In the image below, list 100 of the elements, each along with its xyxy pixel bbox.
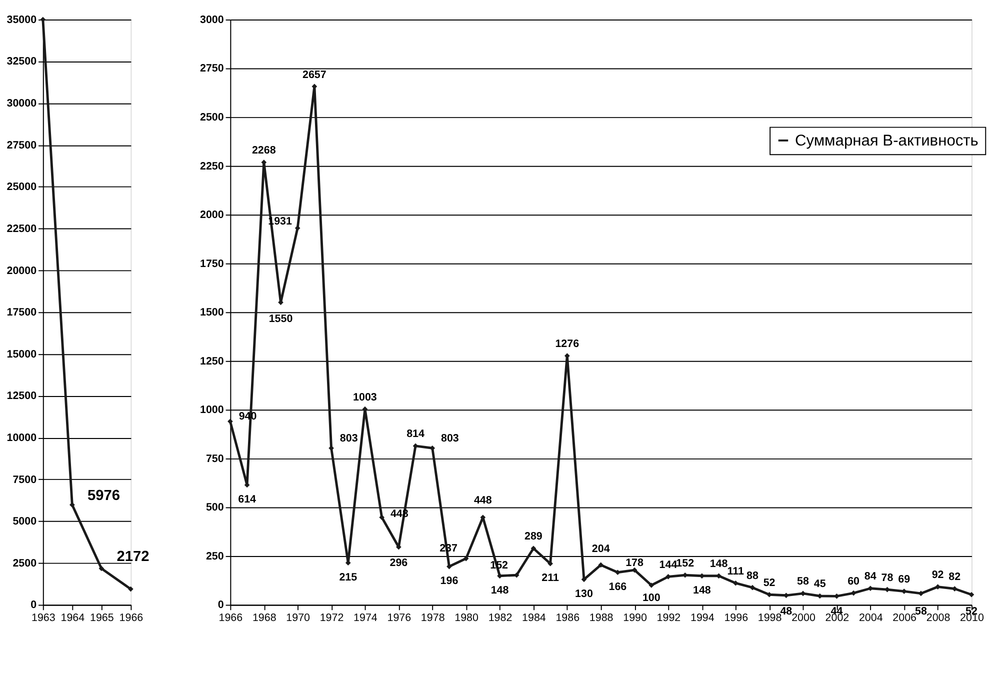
data-label: 215 bbox=[339, 571, 358, 584]
x-tick-label: 1968 bbox=[252, 612, 276, 624]
x-tick-label: 1966 bbox=[218, 612, 243, 624]
y-tick-label: 25000 bbox=[6, 181, 37, 194]
y-tick-label: 1750 bbox=[200, 258, 224, 270]
point bbox=[968, 592, 974, 598]
point bbox=[98, 566, 104, 572]
y-tick-label: 32500 bbox=[6, 56, 37, 68]
point bbox=[918, 590, 924, 596]
x-tick-label: 1990 bbox=[623, 612, 647, 624]
data-label: 58 bbox=[914, 606, 927, 618]
y-tick-label: 22500 bbox=[6, 222, 37, 235]
point bbox=[615, 570, 620, 576]
y-tick-label: 0 bbox=[30, 599, 37, 612]
data-label: 78 bbox=[881, 572, 894, 584]
point bbox=[463, 556, 469, 562]
y-tick-label: 2000 bbox=[200, 209, 224, 222]
point bbox=[228, 418, 233, 424]
data-label: 48 bbox=[780, 606, 792, 618]
data-label: 1276 bbox=[555, 338, 580, 350]
y-tick-label: 30000 bbox=[6, 98, 37, 110]
data-label: 148 bbox=[692, 584, 711, 596]
data-label: 448 bbox=[474, 494, 492, 506]
data-label: 148 bbox=[710, 558, 728, 570]
y-tick-label: 500 bbox=[206, 502, 224, 514]
x-tick-label: 1982 bbox=[488, 612, 512, 624]
y-tick-label: 2500 bbox=[12, 557, 37, 570]
data-label: 2172 bbox=[116, 549, 150, 566]
y-tick-label: 7500 bbox=[12, 474, 37, 486]
y-tick-label: 1000 bbox=[200, 404, 224, 416]
data-label: 196 bbox=[440, 575, 458, 588]
x-tick-label: 1992 bbox=[656, 612, 681, 624]
data-label: 69 bbox=[898, 574, 910, 586]
data-label: 178 bbox=[626, 556, 644, 569]
point bbox=[128, 586, 134, 592]
y-tick-label: 3000 bbox=[200, 14, 224, 26]
data-label: 296 bbox=[390, 556, 408, 569]
data-label: 1003 bbox=[353, 391, 377, 404]
y-tick-label: 15000 bbox=[6, 348, 37, 360]
data-label: 92 bbox=[932, 569, 944, 582]
x-tick-label: 1998 bbox=[758, 612, 782, 624]
y-tick-label: 750 bbox=[206, 452, 224, 465]
y-tick-label: 1250 bbox=[200, 355, 224, 368]
x-tick-label: 1966 bbox=[119, 612, 144, 624]
y-tick-label: 20000 bbox=[6, 264, 37, 277]
data-label: 5976 bbox=[88, 488, 120, 504]
data-label: 130 bbox=[575, 588, 593, 600]
point bbox=[935, 584, 940, 590]
x-tick-label: 1978 bbox=[420, 612, 445, 624]
data-label: 614 bbox=[238, 494, 256, 506]
x-tick-label: 2000 bbox=[792, 612, 816, 624]
x-tick-label: 1986 bbox=[556, 612, 580, 624]
point bbox=[530, 546, 536, 552]
data-label: 45 bbox=[814, 578, 826, 590]
y-tick-label: 2500 bbox=[200, 111, 224, 124]
point bbox=[750, 584, 756, 590]
data-label: 100 bbox=[642, 592, 660, 604]
data-label: 148 bbox=[490, 584, 509, 596]
data-label: 82 bbox=[948, 570, 961, 583]
data-label: 211 bbox=[542, 572, 559, 584]
x-tick-label: 1974 bbox=[354, 612, 378, 624]
data-label: 814 bbox=[406, 428, 424, 440]
point bbox=[598, 562, 604, 568]
x-tick-label: 2004 bbox=[858, 612, 883, 624]
x-tick-label: 1980 bbox=[454, 612, 479, 624]
data-label: 84 bbox=[864, 570, 876, 583]
data-label: 803 bbox=[440, 432, 459, 444]
y-tick-label: 250 bbox=[206, 550, 224, 562]
data-label: 58 bbox=[797, 576, 810, 588]
data-label: 152 bbox=[676, 557, 694, 570]
x-tick-label: 2006 bbox=[892, 612, 917, 624]
x-tick-label: 1972 bbox=[320, 612, 344, 624]
y-tick-label: 1500 bbox=[200, 306, 224, 319]
data-label: 166 bbox=[608, 580, 627, 593]
data-label: 2268 bbox=[252, 144, 276, 157]
y-tick-label: 10000 bbox=[6, 432, 37, 444]
y-tick-label: 12500 bbox=[6, 390, 37, 402]
legend-label: Суммарная В-активность bbox=[794, 132, 978, 150]
y-tick-label: 5000 bbox=[12, 516, 37, 528]
x-tick-label: 1994 bbox=[690, 612, 714, 624]
data-label: 204 bbox=[592, 543, 610, 556]
x-tick-label: 1976 bbox=[387, 612, 412, 624]
y-tick-label: 0 bbox=[218, 599, 224, 612]
x-tick-label: 1964 bbox=[60, 612, 85, 624]
x-tick-label: 1984 bbox=[522, 612, 546, 624]
data-label: 289 bbox=[524, 530, 542, 543]
y-tick-label: 17500 bbox=[6, 306, 37, 319]
x-tick-label: 1963 bbox=[31, 612, 56, 624]
y-tick-label: 27500 bbox=[6, 139, 37, 152]
data-label: 60 bbox=[848, 575, 860, 588]
y-tick-label: 2750 bbox=[200, 62, 224, 75]
data-label: 52 bbox=[763, 576, 776, 589]
point bbox=[732, 580, 738, 586]
point bbox=[648, 582, 654, 588]
y-tick-label: 35000 bbox=[6, 14, 37, 26]
x-tick-label: 1970 bbox=[286, 612, 310, 624]
data-label: 2657 bbox=[302, 69, 326, 82]
x-tick-label: 1996 bbox=[724, 612, 748, 624]
x-tick-label: 2008 bbox=[926, 612, 950, 624]
y-tick-label: 2250 bbox=[200, 160, 224, 172]
